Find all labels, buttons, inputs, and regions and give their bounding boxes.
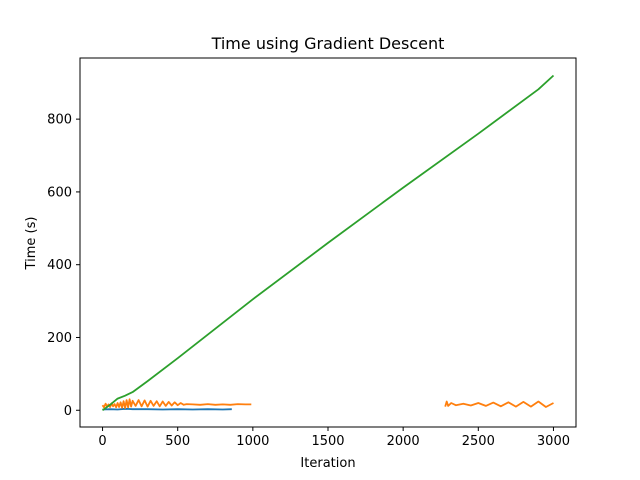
chart-title: Time using Gradient Descent (211, 34, 445, 53)
y-tick-label: 0 (64, 404, 72, 419)
series-line-1 (101, 398, 252, 410)
x-axis-label: Iteration (300, 456, 355, 471)
series-line-0 (102, 407, 232, 411)
x-tick-label: 0 (98, 434, 106, 449)
series-line-3 (101, 74, 555, 412)
y-tick-label: 200 (47, 331, 72, 346)
series-layer (101, 74, 555, 412)
x-tick-label: 1500 (311, 434, 344, 449)
y-axis-ticks: 0 200 400 600 800 (47, 113, 80, 419)
series-line-2 (444, 400, 554, 408)
x-tick-label: 500 (165, 434, 190, 449)
x-tick-label: 2000 (387, 434, 420, 449)
x-axis-ticks: 0 500 1000 1500 2000 2500 3000 (98, 427, 570, 449)
x-tick-label: 3000 (537, 434, 570, 449)
x-tick-label: 2500 (462, 434, 495, 449)
y-tick-label: 800 (47, 113, 72, 128)
y-tick-label: 400 (47, 258, 72, 273)
y-axis-label: Time (s) (24, 217, 39, 271)
x-tick-label: 1000 (236, 434, 269, 449)
y-tick-label: 600 (47, 185, 72, 200)
